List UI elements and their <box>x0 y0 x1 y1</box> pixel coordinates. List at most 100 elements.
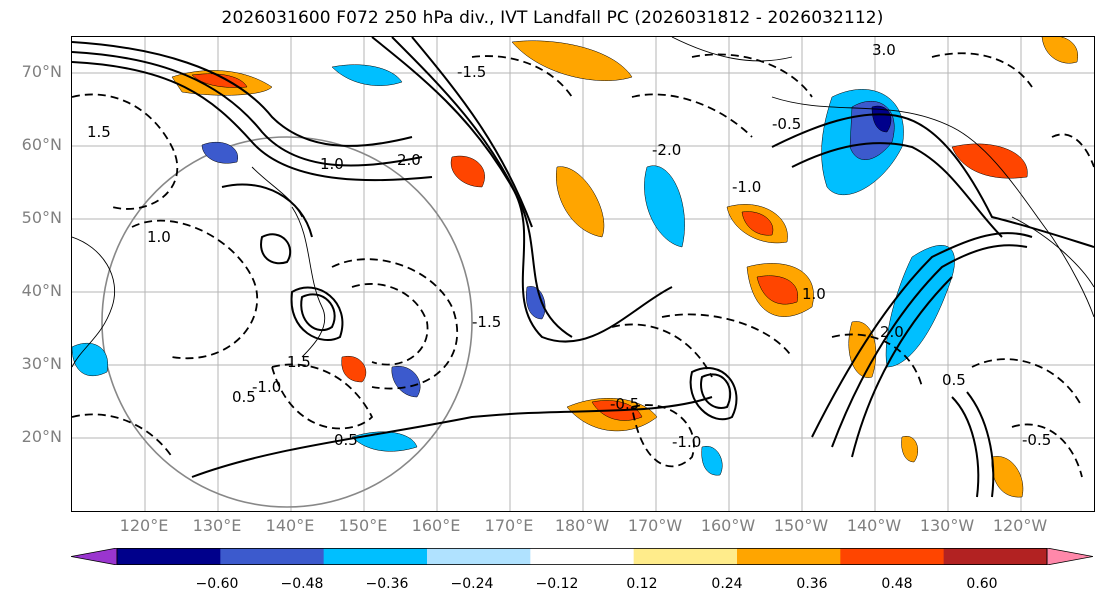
contour-line <box>851 276 953 458</box>
contour-label: 2.0 <box>397 151 421 169</box>
colorbar-tick-label: 0.60 <box>966 576 998 592</box>
contour-line <box>611 323 713 378</box>
colorbar-cell <box>737 548 841 565</box>
contour-line <box>700 373 732 409</box>
lon-label: 180°W <box>554 516 610 535</box>
colorbar-cell <box>530 548 635 565</box>
contour-line <box>631 404 695 468</box>
colorbar-tick-label: 0.36 <box>796 576 828 592</box>
colorbar-tick-label: 0.48 <box>881 576 913 592</box>
shade-blob <box>1041 37 1079 64</box>
negative-contours <box>72 52 1094 478</box>
colorbar-tick-label: −0.60 <box>195 576 239 592</box>
contour-line <box>72 93 179 210</box>
shade-blob <box>701 445 723 476</box>
shade-blob <box>351 431 418 452</box>
colorbar-tick-label: −0.48 <box>280 576 324 592</box>
contour-line <box>831 244 1028 448</box>
contour-line <box>260 233 292 265</box>
coastlines <box>72 37 1094 368</box>
contour-line <box>72 41 413 147</box>
lon-label: 130°E <box>192 516 242 535</box>
colorbar-cell <box>117 548 221 565</box>
contour-label: 1.0 <box>320 155 344 173</box>
shade-blob <box>201 141 238 164</box>
contour-line <box>951 396 980 498</box>
contour-line <box>771 113 1094 248</box>
contour-label: 0.5 <box>334 431 358 449</box>
lon-label: 120°W <box>992 516 1048 535</box>
contour-label: -1.0 <box>252 378 281 396</box>
contour-line <box>131 219 258 360</box>
shade-blob <box>741 211 774 236</box>
contour-line <box>831 333 923 388</box>
lat-label: 50°N <box>21 208 62 227</box>
lon-label: 150°W <box>773 516 829 535</box>
colorbar-cell <box>840 548 945 565</box>
coastline <box>72 236 116 368</box>
colorbar <box>71 548 1093 565</box>
lon-label: 160°E <box>411 516 461 535</box>
shade-blob <box>72 342 109 377</box>
shade-blob <box>951 143 1028 179</box>
colorbar-cells <box>71 548 1093 565</box>
contour-line <box>631 93 753 138</box>
contour-line <box>221 183 313 238</box>
contour-label: 1.0 <box>147 228 171 246</box>
shade-blob <box>331 64 403 86</box>
contour-line <box>661 313 793 358</box>
colorbar-tick-label: −0.36 <box>365 576 409 592</box>
contour-line <box>931 52 1033 88</box>
colorbar-tick-label: 0.12 <box>626 576 658 592</box>
landfall-circle <box>101 136 473 508</box>
coastline <box>1011 216 1094 288</box>
colorbar-cell <box>943 548 1048 565</box>
contour-line <box>371 37 673 343</box>
contour-label: -0.5 <box>1022 431 1051 449</box>
lon-label: 120°E <box>119 516 169 535</box>
contour-label: -1.0 <box>732 178 761 196</box>
lon-label: 150°E <box>338 516 388 535</box>
lat-label: 60°N <box>21 135 62 154</box>
colorbar-cell <box>427 548 531 565</box>
contour-line <box>811 232 1033 438</box>
contour-label: 1.5 <box>87 123 111 141</box>
contour-line <box>966 391 995 498</box>
contour-line <box>271 363 374 430</box>
contour-label: 0.5 <box>942 371 966 389</box>
colorbar-outline <box>116 548 1048 565</box>
colorbar-tick-label: −0.24 <box>450 576 494 592</box>
lon-label: 140°E <box>265 516 315 535</box>
colorbar-tick-label: 0.24 <box>711 576 743 592</box>
contour-label: -2.0 <box>652 141 681 159</box>
shade-blob <box>756 275 799 305</box>
contour-line <box>300 293 336 332</box>
contour-label-layer: 3.0 2.0 1.0 1.0 1.0 0.5 0.5 0.5 1.5 1.5 … <box>87 41 1051 451</box>
colorbar-cell <box>323 548 428 565</box>
coastline <box>291 206 326 358</box>
colorbar-cell <box>633 548 738 565</box>
contour-line <box>791 142 1003 238</box>
contour-line <box>411 37 533 228</box>
contour-label: -1.5 <box>472 313 501 331</box>
colorbar-cell <box>220 548 325 565</box>
divergence-shading <box>72 37 1079 498</box>
shade-blob <box>901 435 918 463</box>
contour-label: -0.5 <box>772 115 801 133</box>
contour-line <box>72 61 433 182</box>
shade-blob <box>644 165 685 248</box>
contour-line <box>72 413 173 458</box>
shade-blob <box>450 155 485 188</box>
contour-label: 3.0 <box>872 41 896 59</box>
contour-line <box>391 37 573 338</box>
contour-label: 0.5 <box>232 388 256 406</box>
contour-label: -1.0 <box>672 433 701 451</box>
contour-line <box>471 55 573 98</box>
contour-label: 2.0 <box>880 323 904 341</box>
shade-blob <box>511 40 633 81</box>
coastline <box>251 166 303 218</box>
map-panel: 3.0 2.0 1.0 1.0 1.0 0.5 0.5 0.5 1.5 1.5 … <box>71 36 1095 512</box>
colorbar-extend-high <box>1046 548 1093 565</box>
contour-line <box>191 396 713 478</box>
map-svg: 3.0 2.0 1.0 1.0 1.0 0.5 0.5 0.5 1.5 1.5 … <box>72 37 1094 511</box>
